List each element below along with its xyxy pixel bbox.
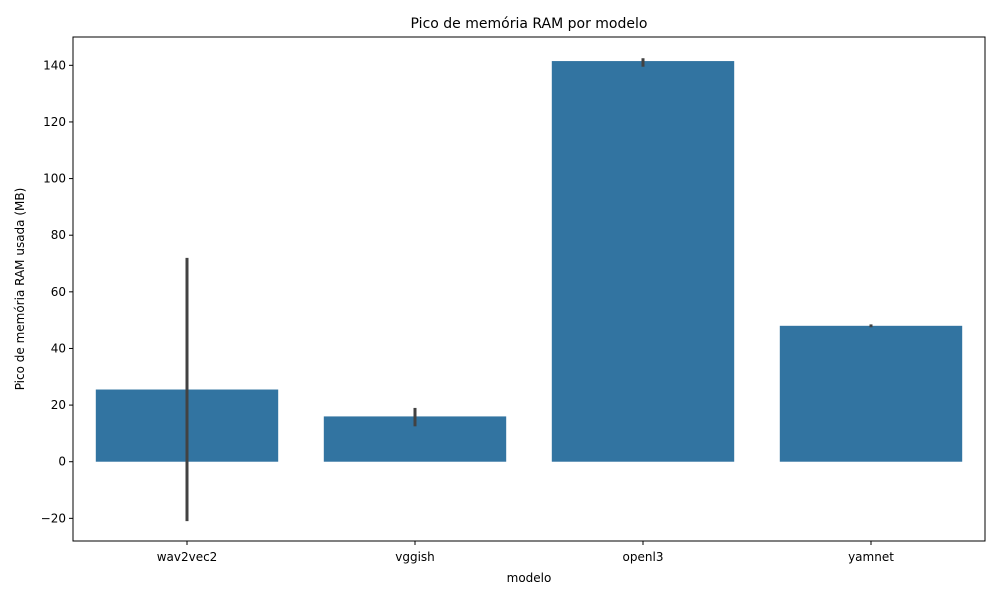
y-tick-label: 100 bbox=[43, 172, 66, 186]
y-tick-label: 60 bbox=[51, 285, 66, 299]
y-tick-label: 140 bbox=[43, 58, 66, 72]
y-axis: −20 0 20 40 60 80 100 120 140 bbox=[41, 58, 73, 525]
chart-title: Pico de memória RAM por modelo bbox=[411, 16, 648, 32]
x-axis: wav2vec2 vggish openl3 yamnet bbox=[157, 541, 894, 564]
x-tick-label: vggish bbox=[395, 550, 435, 564]
y-tick-label: 80 bbox=[51, 228, 66, 242]
x-axis-label: modelo bbox=[507, 571, 552, 585]
y-tick-label: 40 bbox=[51, 341, 66, 355]
y-tick-label: 20 bbox=[51, 398, 66, 412]
x-tick-label: openl3 bbox=[623, 550, 664, 564]
y-tick-label: 120 bbox=[43, 115, 66, 129]
x-tick-label: yamnet bbox=[848, 550, 894, 564]
x-tick-label: wav2vec2 bbox=[157, 550, 218, 564]
y-axis-label: Pico de memória RAM usada (MB) bbox=[13, 188, 27, 391]
bar-yamnet bbox=[779, 325, 963, 462]
plot-frame bbox=[72, 36, 986, 542]
error-bars-layer bbox=[185, 58, 873, 522]
bar-openl3 bbox=[551, 61, 735, 462]
bars-layer bbox=[95, 61, 963, 462]
y-tick-label: 0 bbox=[58, 455, 66, 469]
y-tick-label: −20 bbox=[41, 511, 66, 525]
